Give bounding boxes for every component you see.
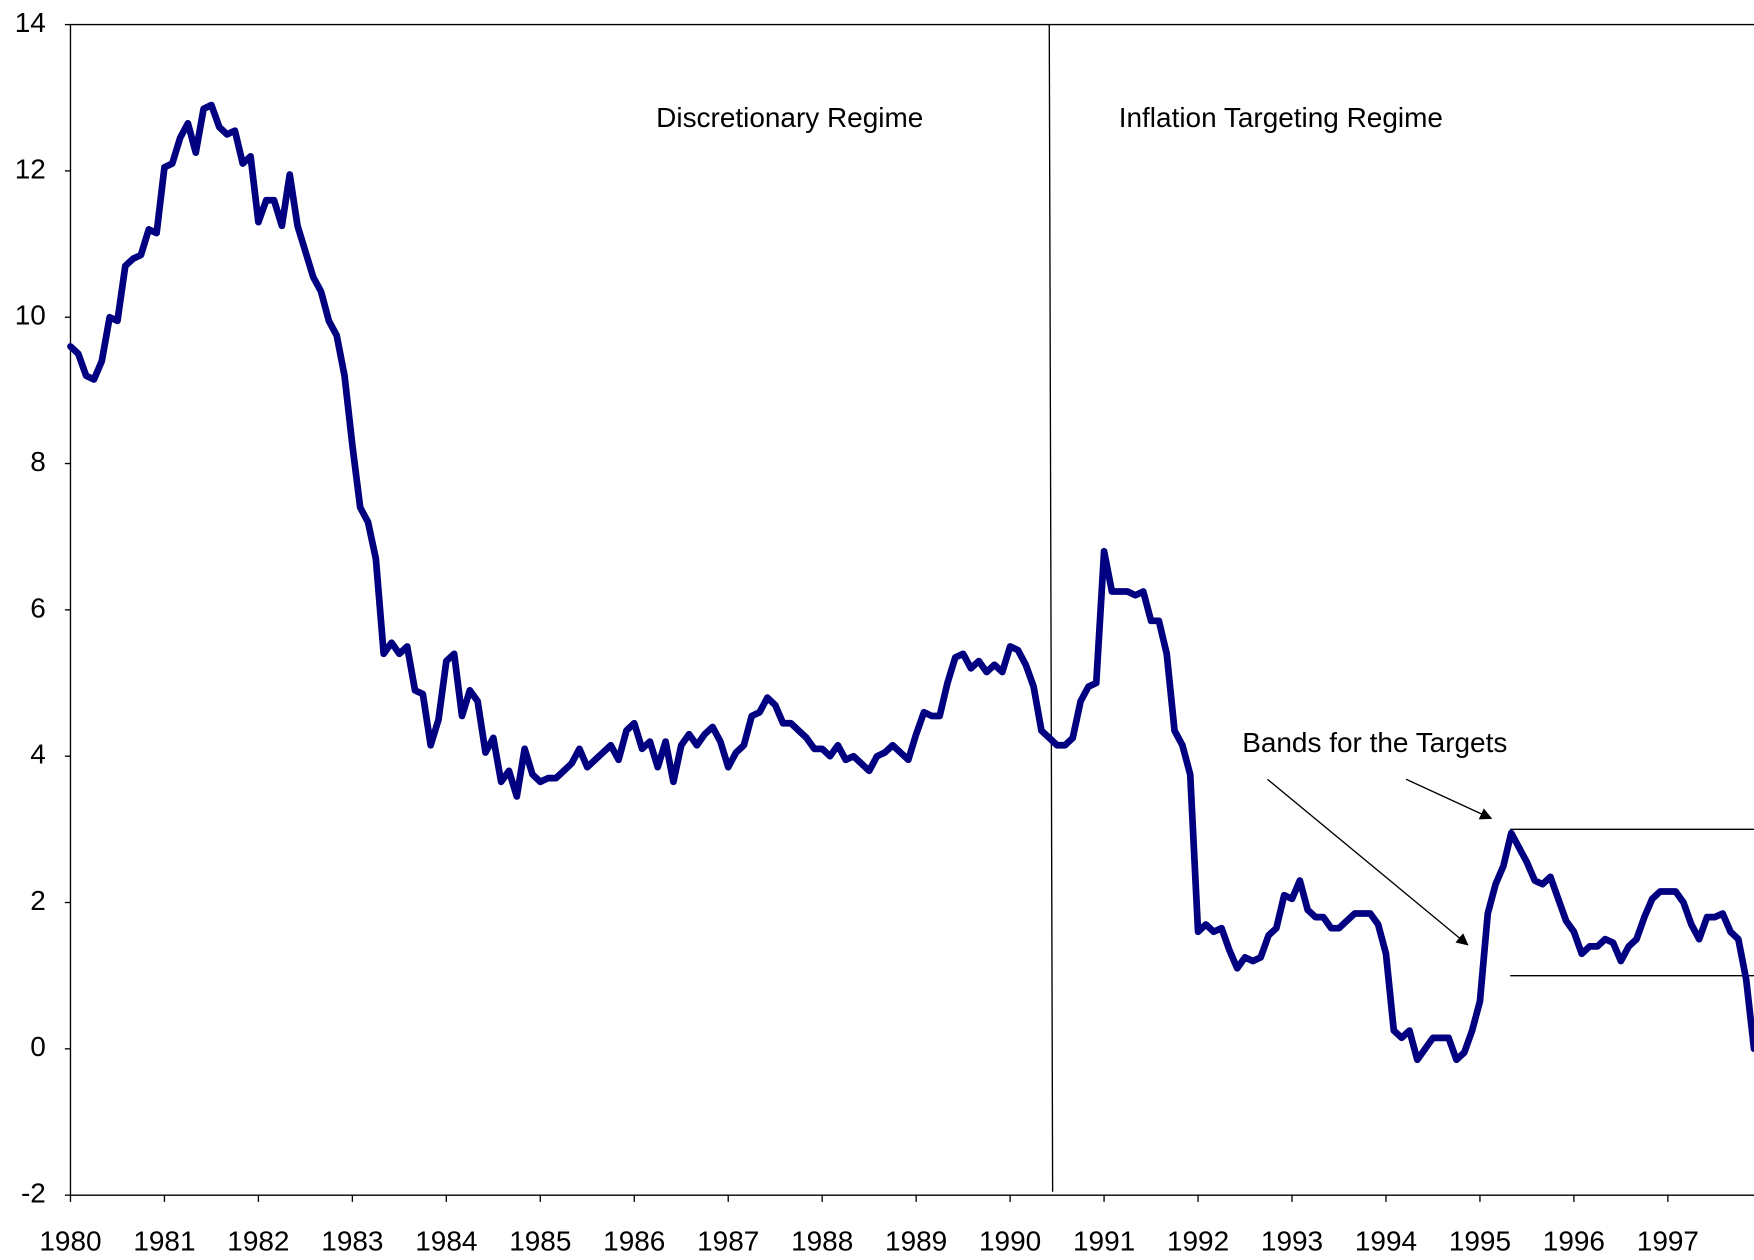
x-tick-label: 1983	[321, 1226, 383, 1257]
regime-divider	[1048, 24, 1054, 1192]
series-line	[67, 101, 1754, 1064]
x-tick-label: 1987	[697, 1226, 759, 1257]
x-tick-label: 1981	[133, 1226, 195, 1257]
y-tick-label: 12	[15, 153, 46, 184]
annotation: Discretionary Regime	[656, 102, 923, 133]
y-tick-label: 0	[30, 1031, 46, 1062]
x-tick-label: 1994	[1355, 1226, 1417, 1257]
x-tick-label: 1990	[979, 1226, 1041, 1257]
y-tick-label: 2	[30, 885, 46, 916]
annotation: Inflation Targeting Regime	[1119, 102, 1443, 133]
x-tick-label: 1991	[1073, 1226, 1135, 1257]
y-tick-label: 10	[15, 300, 46, 331]
y-tick-label: 6	[30, 592, 46, 623]
y-tick-label: 14	[15, 7, 46, 38]
y-tick-label: 4	[30, 739, 46, 770]
x-tick-label: 1988	[791, 1226, 853, 1257]
y-tick-label: -2	[21, 1178, 46, 1209]
annotation: Bands for the Targets	[1242, 727, 1507, 758]
x-tick-label: 1982	[227, 1226, 289, 1257]
x-tick-label: 1984	[415, 1226, 477, 1257]
x-tick-label: 1992	[1167, 1226, 1229, 1257]
x-tick-label: 1986	[603, 1226, 665, 1257]
x-tick-label: 1995	[1449, 1226, 1511, 1257]
x-tick-label: 1989	[885, 1226, 947, 1257]
x-tick-label: 1985	[509, 1226, 571, 1257]
annotation-arrow	[1405, 778, 1493, 820]
x-tick-label: 1980	[39, 1226, 101, 1257]
x-tick-label: 1996	[1543, 1226, 1605, 1257]
x-tick-label: 1997	[1637, 1226, 1699, 1257]
x-tick-label: 1993	[1261, 1226, 1323, 1257]
y-tick-label: 8	[30, 446, 46, 477]
annotation-arrow	[1266, 778, 1469, 946]
